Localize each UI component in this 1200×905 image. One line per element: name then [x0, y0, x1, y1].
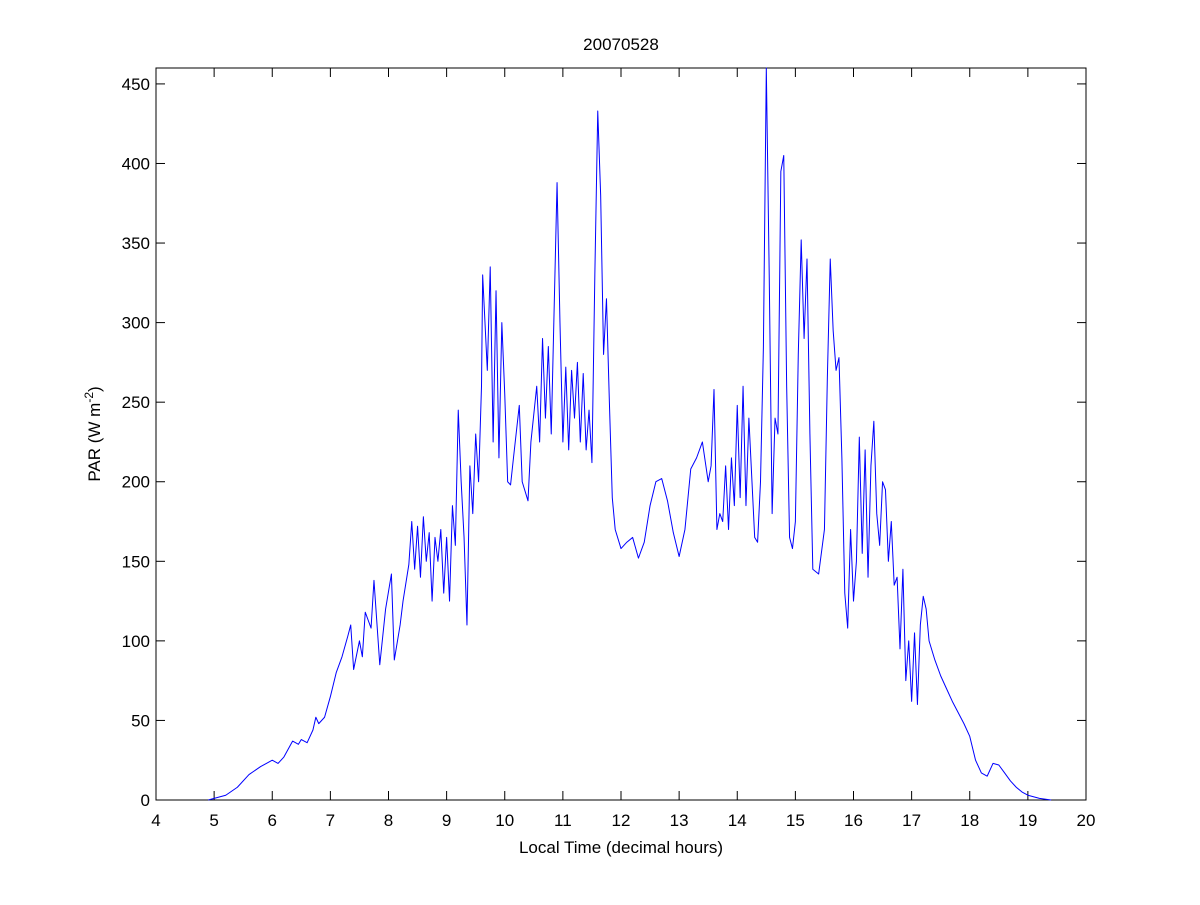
x-tick-label: 13 [670, 811, 689, 830]
y-axis-label: PAR (W m-2) [82, 386, 104, 481]
y-tick-label: 0 [141, 791, 150, 810]
y-tick-label: 50 [131, 711, 150, 730]
y-label-superscript: -2 [82, 392, 96, 403]
x-tick-label: 19 [1018, 811, 1037, 830]
x-tick-label: 12 [612, 811, 631, 830]
y-tick-label: 250 [122, 393, 150, 412]
x-tick-label: 20 [1077, 811, 1096, 830]
data-line [208, 67, 1052, 801]
y-tick-label: 300 [122, 314, 150, 333]
x-tick-label: 7 [326, 811, 335, 830]
x-tick-label: 15 [786, 811, 805, 830]
x-tick-label: 9 [442, 811, 451, 830]
x-axis-label: Local Time (decimal hours) [519, 838, 723, 857]
y-tick-label: 450 [122, 75, 150, 94]
x-tick-label: 18 [960, 811, 979, 830]
x-tick-label: 8 [384, 811, 393, 830]
x-tick-label: 16 [844, 811, 863, 830]
x-tick-label: 10 [495, 811, 514, 830]
x-tick-label: 6 [268, 811, 277, 830]
y-label-suffix: ) [85, 386, 104, 392]
x-tick-label: 17 [902, 811, 921, 830]
y-label-text: PAR (W m [85, 403, 104, 482]
y-tick-label: 200 [122, 473, 150, 492]
y-tick-label: 150 [122, 552, 150, 571]
x-tick-label: 14 [728, 811, 747, 830]
x-tick-label: 5 [209, 811, 218, 830]
x-tick-label: 11 [554, 811, 572, 830]
x-tick-label: 4 [151, 811, 160, 830]
y-tick-label: 350 [122, 234, 150, 253]
y-tick-label: 400 [122, 154, 150, 173]
chart-title: 20070528 [583, 35, 659, 54]
plot-frame [155, 67, 1087, 801]
y-tick-label: 100 [122, 632, 150, 651]
